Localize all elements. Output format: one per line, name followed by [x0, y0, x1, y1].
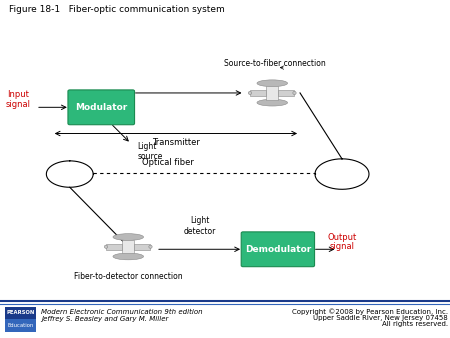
Text: Light
detector: Light detector	[183, 216, 216, 236]
Ellipse shape	[149, 245, 152, 248]
Text: Upper Saddle River, New Jersey 07458: Upper Saddle River, New Jersey 07458	[313, 315, 448, 321]
Text: Optical fiber: Optical fiber	[142, 158, 194, 167]
Bar	[266, 86, 279, 100]
Bar	[106, 244, 122, 250]
Text: Transmitter: Transmitter	[152, 138, 200, 147]
Text: Input: Input	[7, 90, 29, 99]
Ellipse shape	[113, 234, 144, 240]
FancyBboxPatch shape	[241, 232, 315, 267]
Text: Education: Education	[8, 323, 34, 328]
Text: All rights reserved.: All rights reserved.	[382, 321, 448, 327]
Ellipse shape	[293, 91, 296, 95]
Ellipse shape	[248, 91, 252, 95]
Text: Fiber-to-detector connection: Fiber-to-detector connection	[74, 272, 183, 281]
Bar	[5, 319, 36, 332]
Bar	[250, 90, 266, 96]
Text: Figure 18-1   Fiber-optic communication system: Figure 18-1 Fiber-optic communication sy…	[9, 5, 225, 14]
Ellipse shape	[104, 245, 108, 248]
Text: Source-to-fiber connection: Source-to-fiber connection	[224, 58, 325, 68]
Ellipse shape	[257, 80, 288, 87]
Ellipse shape	[257, 99, 288, 106]
Bar	[135, 244, 150, 250]
Bar	[279, 90, 294, 96]
FancyBboxPatch shape	[68, 90, 135, 125]
Text: Modulator: Modulator	[75, 103, 127, 112]
Text: PEARSON: PEARSON	[6, 310, 35, 315]
Ellipse shape	[113, 253, 144, 260]
Text: Light
source: Light source	[138, 142, 163, 161]
Text: Jeffrey S. Beasley and Gary M. Miller: Jeffrey S. Beasley and Gary M. Miller	[41, 316, 169, 322]
Bar	[5, 307, 36, 319]
Text: Copyright ©2008 by Pearson Education, Inc.: Copyright ©2008 by Pearson Education, In…	[292, 308, 448, 315]
Text: signal: signal	[5, 100, 31, 109]
Text: Modern Electronic Communication 9th edition: Modern Electronic Communication 9th edit…	[41, 309, 203, 315]
Text: signal: signal	[329, 242, 355, 251]
Text: Demodulator: Demodulator	[245, 245, 311, 254]
Text: Output: Output	[328, 233, 356, 242]
Bar	[122, 240, 135, 254]
